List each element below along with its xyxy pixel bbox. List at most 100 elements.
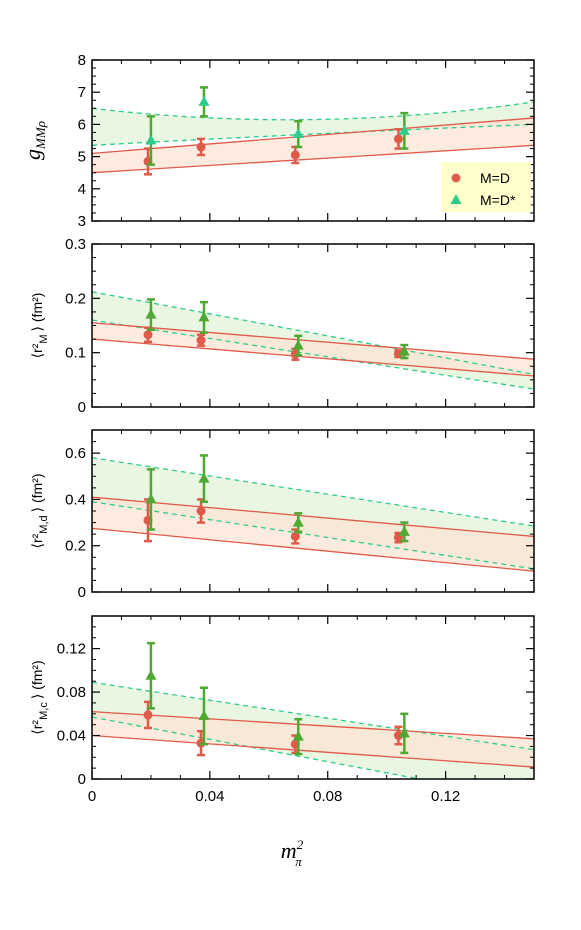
marker-triangle <box>198 472 210 483</box>
x-tick-label: 0 <box>88 788 96 805</box>
y-tick-label: 0 <box>78 771 86 788</box>
band-d-star-upper <box>92 291 534 376</box>
marker-triangle <box>145 493 157 504</box>
y-axis-label: ⟨r²M⟩ (fm²) <box>29 293 50 359</box>
band-d-star-lower <box>92 123 534 146</box>
band-d-upper <box>92 710 534 740</box>
x-tick-label: 0.04 <box>195 788 224 805</box>
point-dstar-4 <box>398 521 410 543</box>
legend-circle-icon <box>451 173 461 183</box>
band-d-lower <box>92 527 534 572</box>
y-axis-label: ⟨r²M,d⟩ (fm²) <box>29 473 50 548</box>
y-tick-label: 0.1 <box>65 345 86 362</box>
marker-triangle <box>145 669 157 680</box>
y-tick-label: 0.12 <box>57 641 86 658</box>
panel-4: 0 0.04 0.08 0.12 0 0.04 0.08 0.12 ⟨r²M,c⟩ (fm²) <box>29 615 535 805</box>
point-dstar-2 <box>198 86 210 118</box>
plot-frame <box>91 615 535 780</box>
point-dstar-1 <box>145 115 157 166</box>
point-dstar-4 <box>398 111 410 150</box>
point-dstar-1 <box>145 298 157 332</box>
panel-1: 3 4 5 6 7 8 gMMρ M=D M=D* <box>20 52 535 230</box>
point-dstar-3 <box>292 512 304 534</box>
point-dstar-1 <box>145 641 157 710</box>
legend-label: M=D <box>480 170 510 186</box>
marker-triangle <box>292 339 304 350</box>
band-d-star-lower <box>92 501 534 570</box>
marker-circle <box>290 531 300 541</box>
marker-triangle <box>145 134 157 145</box>
legend: M=D M=D* <box>441 162 531 212</box>
y-tick-label: 0.4 <box>65 491 86 508</box>
marker-triangle <box>398 345 410 356</box>
panel-3: 0 0.2 0.4 0.6 ⟨r²M,d⟩ (fm²) <box>29 429 535 601</box>
marker-circle <box>290 150 300 160</box>
y-axis-label: gMMρ <box>20 121 48 160</box>
marker-triangle <box>292 730 304 741</box>
y-tick-label: 4 <box>78 181 86 198</box>
y-tick-label: 0.3 <box>65 236 86 253</box>
y-tick-label: 0 <box>78 399 86 416</box>
band-d-star-lower <box>92 716 423 779</box>
y-axis-label: ⟨r²M,c⟩ (fm²) <box>29 660 50 734</box>
point-dstar-3 <box>292 119 304 149</box>
marker-circle <box>196 506 206 516</box>
legend-triangle-icon <box>450 194 462 204</box>
marker-circle <box>196 335 206 345</box>
x-tick-label: 0.12 <box>431 788 460 805</box>
x-tick-label: 0.08 <box>313 788 342 805</box>
marker-triangle <box>145 308 157 319</box>
legend-label: M=D* <box>480 192 516 208</box>
point-dstar-2 <box>198 454 210 503</box>
marker-triangle <box>198 95 210 106</box>
y-tick-label: 6 <box>78 116 86 133</box>
y-tick-label: 0.08 <box>57 684 86 701</box>
y-tick-label: 0.2 <box>65 538 86 555</box>
point-dstar-2 <box>198 300 210 334</box>
point-dstar-1 <box>145 468 157 531</box>
band-d-star-upper <box>92 681 534 751</box>
marker-triangle <box>398 727 410 738</box>
marker-circle <box>393 349 403 359</box>
band-d-upper <box>92 117 534 155</box>
marker-triangle <box>198 311 210 322</box>
band-d-star <box>92 101 534 146</box>
y-tick-label: 7 <box>78 84 86 101</box>
point-dstar-4 <box>398 343 410 360</box>
x-axis-label: m2 π <box>281 837 304 869</box>
band-d-lower <box>92 144 534 174</box>
band-d-upper <box>92 322 534 360</box>
marker-triangle <box>292 516 304 527</box>
band-d <box>92 711 534 768</box>
point-dstar-2 <box>198 686 210 746</box>
band-d-lower <box>92 338 534 377</box>
marker-circle <box>393 134 403 144</box>
point-dstar-3 <box>292 717 304 756</box>
band-d-upper <box>92 496 534 538</box>
y-tick-label: 0.04 <box>57 728 86 745</box>
point-dstar-4 <box>398 712 410 755</box>
band-d <box>92 117 534 173</box>
point-dstar-3 <box>292 334 304 357</box>
marker-triangle <box>398 124 410 135</box>
marker-circle <box>393 731 403 741</box>
band-d-star-lower <box>92 319 534 390</box>
marker-circle <box>196 142 206 152</box>
marker-triangle <box>398 525 410 536</box>
y-tick-label: 3 <box>78 213 86 230</box>
marker-triangle <box>292 128 304 139</box>
marker-circle <box>143 330 153 340</box>
point-d-2 <box>196 137 206 157</box>
y-tick-label: 0.6 <box>65 445 86 462</box>
point-d-2 <box>196 333 206 347</box>
band-d-star-upper <box>92 101 534 121</box>
marker-circle <box>143 710 153 720</box>
band-d-lower <box>92 734 534 768</box>
y-tick-label: 8 <box>78 52 86 69</box>
y-tick-label: 5 <box>78 149 86 166</box>
panel-2: 0 0.1 0.2 0.3 ⟨r²M⟩ (fm²) <box>29 236 535 416</box>
y-tick-label: 0.2 <box>65 290 86 307</box>
point-d-4 <box>393 725 403 746</box>
